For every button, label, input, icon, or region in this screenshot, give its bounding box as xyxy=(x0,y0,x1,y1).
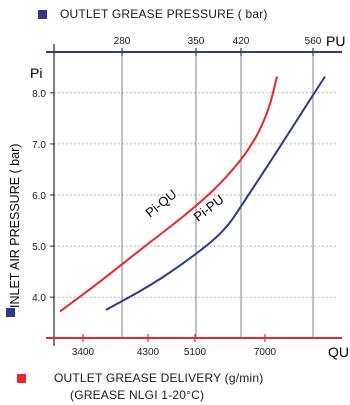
y-tick-label: 6.0 xyxy=(32,191,46,202)
y-tick-label: 8.0 xyxy=(32,89,46,100)
tick-marks: 4.0 5.0 6.0 7.0 8.0 280 350 420 560 3400 4300 5100 7… xyxy=(32,36,322,358)
bottom-axis-tick-label: 7000 xyxy=(254,347,277,358)
series-line-pi-qu xyxy=(59,76,278,313)
y-axis-title-swatch xyxy=(6,308,15,317)
y-tick-label: 5.0 xyxy=(32,242,46,253)
top-axis-legend-swatch xyxy=(38,10,47,19)
bottom-axis-title-line2: (GREASE NLGI 1-20°C) xyxy=(70,388,205,402)
bottom-axis-tick-label: 5100 xyxy=(184,347,207,358)
series-lines xyxy=(59,75,326,313)
bottom-axis-tick-label: 4300 xyxy=(137,347,160,358)
top-axis-title: OUTLET GREASE PRESSURE ( bar) xyxy=(60,7,268,21)
series-label-pi-qu: Pi-QU xyxy=(142,186,179,220)
top-axis-tick-label: 280 xyxy=(114,36,131,47)
bottom-axis-tick-label: 3400 xyxy=(72,347,95,358)
y-axis-end-label: Pi xyxy=(30,65,42,81)
y-tick-label: 4.0 xyxy=(32,293,46,304)
y-tick-label: 7.0 xyxy=(32,140,46,151)
bottom-axis-legend-swatch xyxy=(17,374,26,383)
y-axis-title: INLET AIR PRESSURE ( bar) xyxy=(8,144,22,308)
bottom-axis-title-line1: OUTLET GREASE DELIVERY (g/min) xyxy=(54,371,264,385)
series-line-pi-pu xyxy=(105,75,326,311)
bottom-axis-end-label: QU xyxy=(328,344,349,360)
top-axis-end-label: PU xyxy=(326,33,345,49)
top-axis-tick-label: 350 xyxy=(188,36,205,47)
grid-lines xyxy=(54,52,336,338)
top-axis-tick-label: 420 xyxy=(233,36,250,47)
top-axis-tick-label: 560 xyxy=(305,36,322,47)
